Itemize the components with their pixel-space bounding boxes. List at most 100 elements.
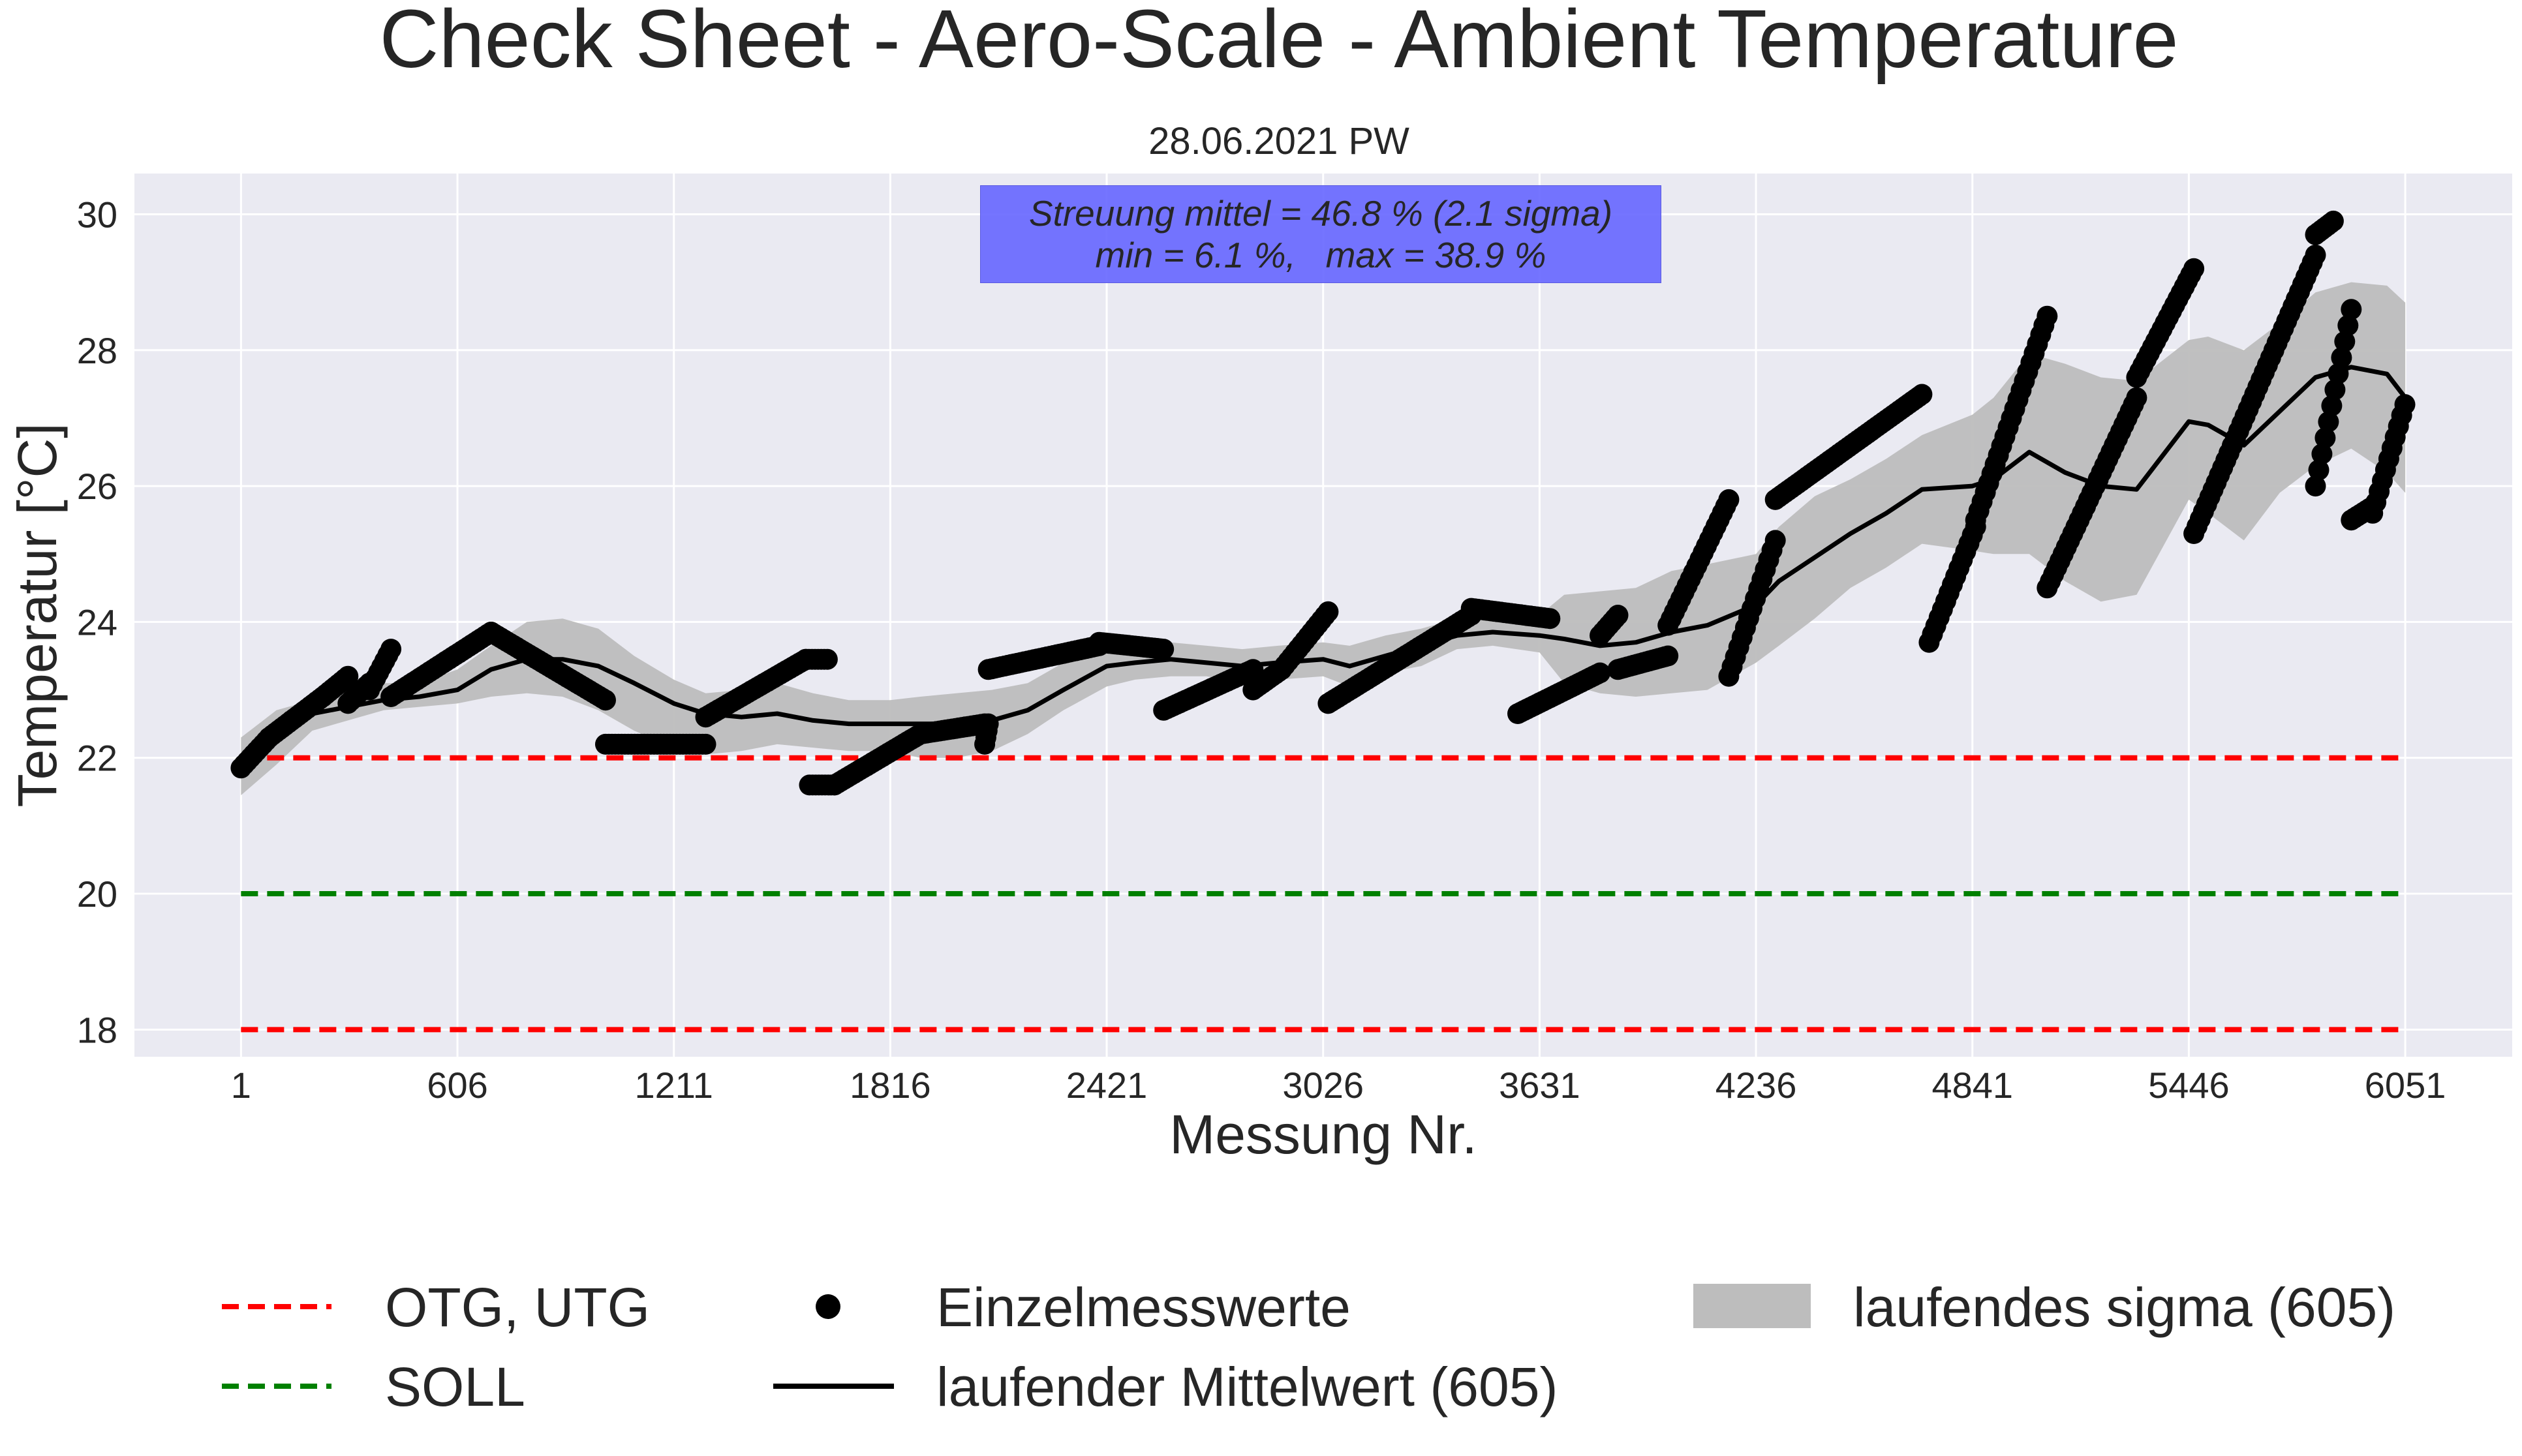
y-tick-label: 24 bbox=[77, 601, 117, 643]
measurement-point bbox=[2308, 459, 2330, 481]
x-tick-label: 1211 bbox=[635, 1065, 713, 1106]
measurement-run bbox=[795, 648, 838, 670]
measurement-point bbox=[1657, 645, 1679, 667]
measurement-point bbox=[380, 639, 402, 660]
legend-label: SOLL bbox=[385, 1356, 525, 1418]
y-tick-label: 22 bbox=[77, 738, 117, 779]
measurement-point bbox=[695, 733, 716, 755]
measurement-run bbox=[312, 665, 359, 707]
measurement-point bbox=[1539, 608, 1561, 629]
measurement-point bbox=[2321, 395, 2343, 416]
measurement-point bbox=[2341, 299, 2362, 320]
measurement-point bbox=[1317, 601, 1339, 622]
measurement-run bbox=[2362, 394, 2416, 524]
measurement-point bbox=[337, 665, 359, 687]
x-tick-label: 5446 bbox=[2148, 1065, 2230, 1106]
measurement-run bbox=[1460, 598, 1561, 629]
chart-subtitle: 28.06.2021 PW bbox=[1148, 120, 1409, 162]
measurement-point bbox=[2037, 305, 2058, 327]
measurement-point bbox=[2311, 443, 2333, 464]
x-tick-label: 1 bbox=[231, 1065, 251, 1106]
y-tick-label: 18 bbox=[77, 1009, 117, 1050]
measurement-point bbox=[2305, 476, 2326, 497]
grid-lines bbox=[134, 174, 2512, 1057]
measurement-point bbox=[2324, 379, 2346, 401]
legend: OTG, UTG SOLL Einzelmesswerte laufender Mit… bbox=[222, 1277, 2395, 1418]
x-tick-label: 4841 bbox=[1931, 1065, 2013, 1106]
annotation-line-2: min = 6.1 %, max = 38.9 % bbox=[1095, 235, 1546, 275]
measurement-point bbox=[2331, 347, 2352, 369]
y-axis-label: Temperatur [°C] bbox=[7, 423, 68, 807]
legend-marker-point bbox=[816, 1294, 840, 1319]
legend-item: laufendes sigma (605) bbox=[1693, 1277, 2395, 1338]
measurement-point bbox=[2126, 387, 2147, 408]
legend-label: OTG, UTG bbox=[385, 1277, 650, 1338]
measurement-point bbox=[2394, 394, 2416, 416]
x-tick-label: 2421 bbox=[1066, 1065, 1148, 1106]
measurement-point bbox=[2337, 314, 2359, 336]
measurement-run bbox=[380, 622, 502, 707]
measurement-run bbox=[1271, 601, 1339, 680]
annotation-line-1: Streuung mittel = 46.8 % (2.1 sigma) bbox=[1028, 193, 1613, 234]
reference-lines-layer bbox=[241, 755, 2406, 1033]
x-tick-label: 6051 bbox=[2365, 1065, 2446, 1106]
measurement-points-layer bbox=[230, 210, 2416, 796]
measurement-run bbox=[2126, 258, 2205, 388]
running-mean-line bbox=[239, 365, 2407, 760]
legend-item: SOLL bbox=[222, 1356, 525, 1418]
y-tick-label: 26 bbox=[77, 466, 117, 507]
legend-label: laufendes sigma (605) bbox=[1853, 1277, 2395, 1338]
chart-title: Check Sheet - Aero-Scale - Ambient Tempe… bbox=[379, 0, 2178, 85]
measurement-point bbox=[1590, 662, 1610, 684]
measurement-run bbox=[1153, 659, 1264, 721]
measurement-run bbox=[1590, 605, 1629, 646]
x-tick-label: 3026 bbox=[1282, 1065, 1364, 1106]
x-tick-label: 606 bbox=[427, 1065, 487, 1106]
x-tick-label: 4236 bbox=[1715, 1065, 1797, 1106]
measurement-point bbox=[1718, 489, 1740, 510]
measurement-point bbox=[1764, 530, 1786, 551]
y-tick-label: 28 bbox=[77, 330, 117, 371]
running-mean-layer bbox=[239, 365, 2407, 760]
measurement-run bbox=[359, 639, 402, 701]
measurement-run bbox=[1764, 384, 1933, 510]
measurement-point bbox=[1607, 605, 1629, 626]
measurement-run bbox=[1088, 631, 1175, 660]
legend-label: Einzelmesswerte bbox=[936, 1277, 1351, 1338]
measurement-point bbox=[1911, 384, 1933, 405]
measurement-point bbox=[816, 648, 838, 670]
measurement-run bbox=[2183, 245, 2326, 544]
measurement-run bbox=[2037, 387, 2147, 599]
measurement-point bbox=[2318, 411, 2339, 432]
legend-marker-band bbox=[1693, 1284, 1811, 1328]
x-tick-label: 1816 bbox=[850, 1065, 931, 1106]
measurement-run bbox=[480, 622, 616, 711]
measurement-point bbox=[2314, 427, 2336, 449]
y-tick-label: 30 bbox=[77, 194, 117, 235]
x-tick-labels: 1 606 1211 1816 2421 3026 3631 4236 4841 5446 6051 bbox=[231, 1065, 2446, 1106]
measurement-run bbox=[1317, 605, 1482, 714]
measurement-point bbox=[1153, 639, 1175, 660]
legend-item: Einzelmesswerte bbox=[816, 1277, 1351, 1338]
measurement-point bbox=[2305, 245, 2326, 265]
x-tick-label: 3631 bbox=[1499, 1065, 1580, 1106]
measurement-run bbox=[1607, 645, 1679, 680]
x-axis-label: Messung Nr. bbox=[1169, 1104, 1477, 1165]
measurement-run bbox=[1507, 662, 1610, 724]
measurement-point bbox=[595, 690, 616, 711]
measurement-point bbox=[2322, 210, 2344, 232]
legend-label: laufender Mittelwert (605) bbox=[936, 1356, 1558, 1418]
measurement-point bbox=[2183, 258, 2205, 279]
measurement-run bbox=[595, 733, 716, 755]
y-tick-labels: 18 20 22 24 26 28 30 bbox=[77, 194, 117, 1050]
spread-annotation-box: Streuung mittel = 46.8 % (2.1 sigma) min… bbox=[980, 185, 1661, 283]
measurement-run bbox=[1718, 530, 1786, 687]
measurement-point bbox=[2334, 331, 2356, 352]
measurement-run bbox=[974, 713, 999, 755]
measurement-point bbox=[977, 713, 999, 735]
measurement-run bbox=[2305, 210, 2344, 245]
legend-item: OTG, UTG bbox=[222, 1277, 650, 1338]
y-tick-label: 20 bbox=[77, 873, 117, 915]
measurement-run bbox=[2341, 496, 2384, 531]
